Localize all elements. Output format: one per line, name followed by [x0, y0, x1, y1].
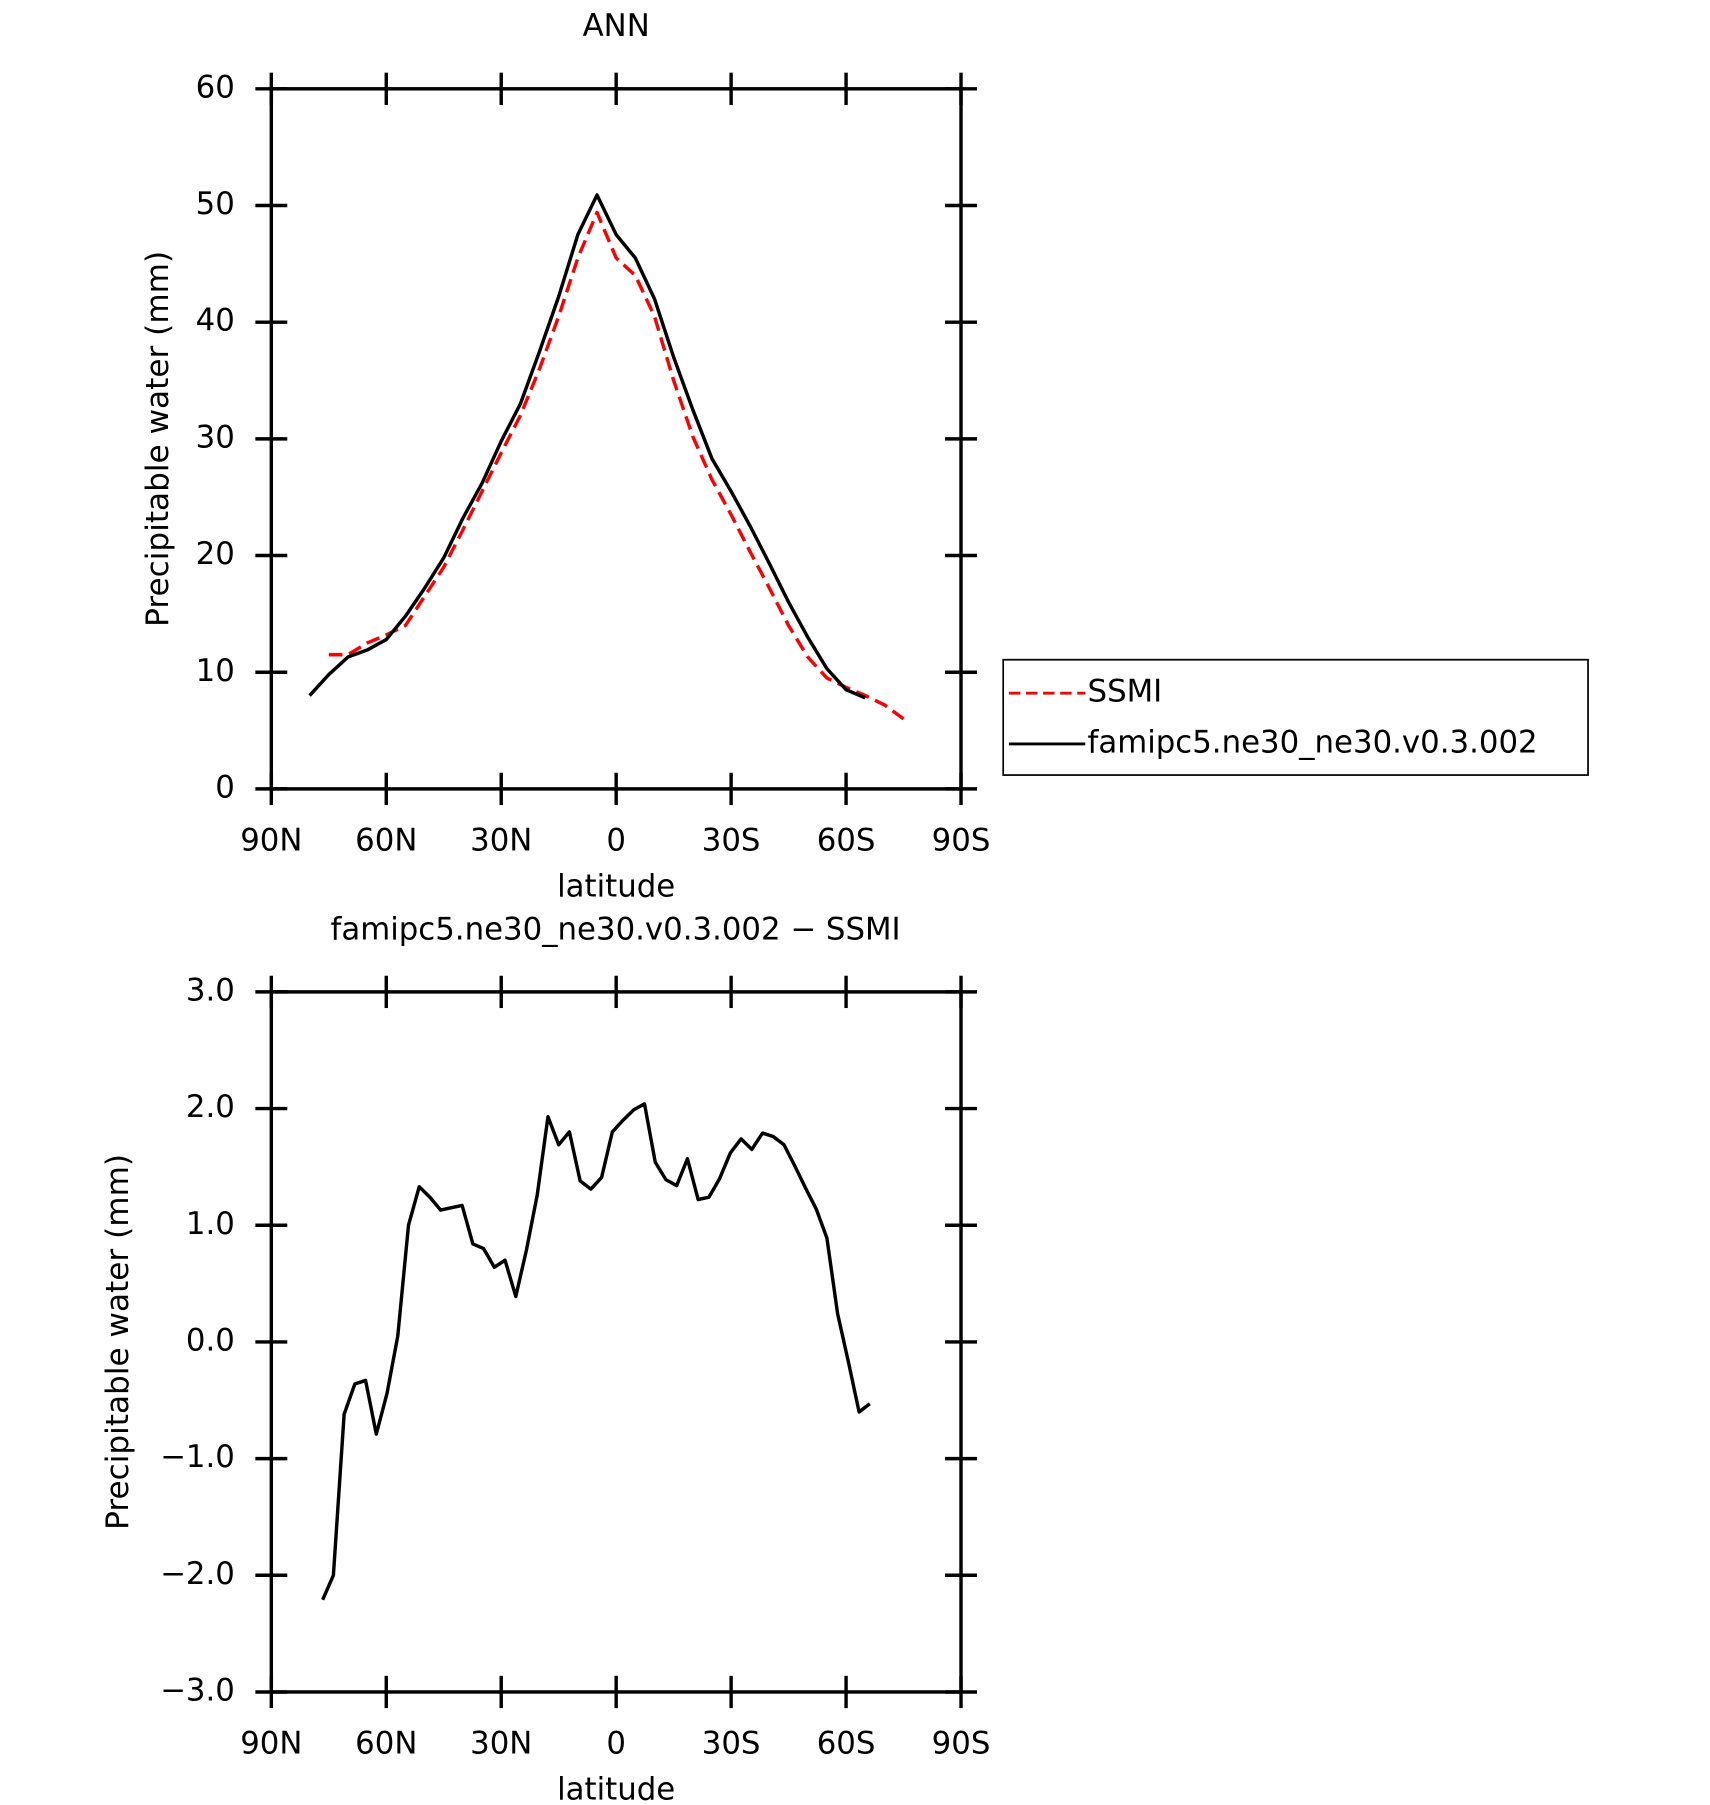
- y-tick-label: 60: [196, 69, 235, 105]
- x-tick-label: 30S: [702, 1725, 761, 1761]
- y-tick-label: 10: [196, 653, 235, 689]
- y-tick-label: 0: [215, 769, 235, 805]
- x-axis-label: latitude: [557, 1772, 675, 1805]
- x-tick-label: 90S: [932, 1725, 991, 1761]
- x-tick-label: 30N: [470, 1725, 532, 1761]
- x-tick-label: 30S: [702, 822, 761, 858]
- x-tick-label: 30N: [470, 822, 532, 858]
- x-tick-label: 0: [606, 1725, 626, 1761]
- x-tick-label: 60N: [355, 822, 417, 858]
- data-line: [308, 193, 866, 700]
- chart-title: ANN: [583, 8, 650, 44]
- y-axis-label: Precipitable water (mm): [100, 1154, 136, 1530]
- x-tick-label: 60S: [817, 822, 876, 858]
- legend-label: SSMI: [1088, 674, 1163, 710]
- y-tick-label: 20: [196, 536, 235, 572]
- plot-frame: [269, 990, 963, 1694]
- y-tick-label: 30: [196, 419, 235, 455]
- legend-box: [1002, 658, 1589, 776]
- legend-label: famipc5.ne30_ne30.v0.3.002: [1088, 724, 1538, 760]
- y-tick-label: 0.0: [186, 1322, 235, 1358]
- y-tick-label: 1.0: [186, 1206, 235, 1242]
- y-tick-label: −1.0: [160, 1439, 235, 1475]
- x-tick-label: 60S: [817, 1725, 876, 1761]
- y-tick-label: −3.0: [160, 1672, 235, 1708]
- x-tick-label: 0: [606, 822, 626, 858]
- data-line: [321, 1102, 871, 1601]
- x-tick-label: 90S: [932, 822, 991, 858]
- y-axis-label: Precipitable water (mm): [140, 251, 176, 627]
- x-tick-label: 90N: [240, 1725, 302, 1761]
- chart-title: famipc5.ne30_ne30.v0.3.002 − SSMI: [331, 911, 901, 947]
- y-tick-label: −2.0: [160, 1556, 235, 1592]
- y-tick-label: 2.0: [186, 1089, 235, 1125]
- y-tick-label: 50: [196, 186, 235, 222]
- x-tick-label: 60N: [355, 1725, 417, 1761]
- x-axis-label: latitude: [557, 868, 675, 904]
- plot-frame: [269, 87, 963, 791]
- x-tick-label: 90N: [240, 822, 302, 858]
- data-line: [328, 210, 905, 721]
- y-tick-label: 3.0: [186, 972, 235, 1008]
- y-tick-label: 40: [196, 303, 235, 339]
